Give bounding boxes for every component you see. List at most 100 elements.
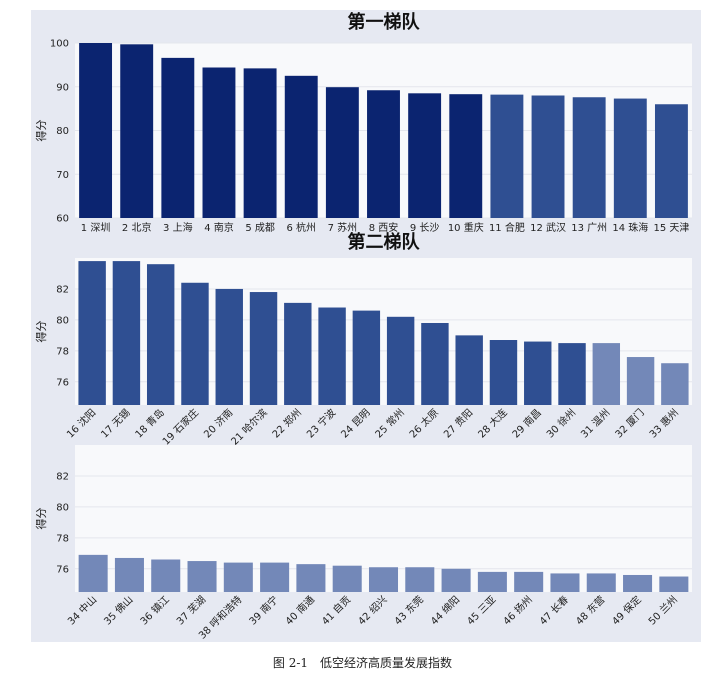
x-tick-label: 39 南宁 (246, 593, 281, 628)
bar (441, 568, 471, 592)
figure-caption: 图 2-1 低空经济高质量发展指数 (272, 656, 453, 670)
x-tick-label: 23 宁波 (304, 406, 339, 441)
x-tick-label: 15 天津 (653, 222, 689, 234)
bar (332, 565, 362, 592)
bar (623, 574, 653, 592)
x-tick-label: 49 保定 (609, 593, 644, 628)
x-tick-label: 36 镇江 (137, 593, 172, 628)
bar (490, 94, 524, 218)
bar (215, 288, 243, 405)
bar (352, 310, 381, 405)
y-tick-label: 80 (56, 126, 69, 137)
x-tick-label: 25 常州 (372, 406, 407, 441)
bar (421, 322, 449, 405)
x-tick-label: 27 贵阳 (441, 406, 476, 441)
bar (477, 571, 507, 592)
bar (514, 571, 544, 592)
bar (572, 97, 606, 218)
x-tick-label: 37 芜湖 (174, 593, 209, 628)
x-tick-label: 18 青岛 (132, 406, 167, 441)
x-tick-label: 41 自贡 (319, 593, 354, 628)
x-tick-label: 11 合肥 (489, 221, 525, 234)
bar (223, 562, 253, 592)
y-tick-label: 76 (56, 564, 69, 575)
x-tick-label: 24 昆明 (339, 407, 373, 441)
chart-title: 第二梯队 (348, 231, 421, 253)
y-tick-label: 80 (56, 502, 69, 513)
bar (531, 95, 565, 218)
x-tick-label: 21 哈尔滨 (228, 406, 270, 448)
bar (78, 554, 108, 592)
y-tick-label: 78 (56, 346, 69, 357)
bar (284, 75, 318, 218)
bar (284, 302, 312, 405)
bar (243, 68, 277, 218)
bar (181, 282, 209, 405)
bar (654, 104, 688, 218)
y-tick-label: 70 (56, 170, 69, 181)
x-tick-label: 43 东莞 (391, 593, 426, 628)
x-tick-label: 16 沈阳 (64, 406, 99, 441)
bar (325, 87, 359, 218)
bar (455, 335, 483, 405)
x-tick-label: 19 石家庄 (159, 406, 201, 448)
x-tick-label: 48 东营 (573, 593, 608, 628)
bar (318, 307, 346, 405)
x-tick-label: 7 苏州 (328, 221, 358, 234)
bar (112, 261, 141, 405)
x-tick-label: 6 杭州 (286, 221, 316, 234)
x-tick-label: 14 珠海 (612, 221, 648, 234)
x-tick-label: 13 广州 (571, 222, 607, 234)
x-tick-label: 31 温州 (579, 407, 613, 441)
bar (202, 67, 236, 218)
x-tick-label: 10 重庆 (448, 221, 484, 234)
bar (405, 567, 435, 592)
bar (367, 90, 400, 218)
bar (586, 573, 616, 592)
x-tick-label: 32 厦门 (612, 406, 647, 441)
bar (187, 561, 217, 592)
bar (626, 357, 655, 405)
bar (260, 562, 290, 592)
y-tick-label: 78 (56, 533, 69, 544)
y-tick-label: 60 (56, 214, 69, 225)
bar (146, 264, 175, 405)
x-tick-label: 3 上海 (163, 221, 193, 234)
y-tick-label: 82 (56, 284, 69, 295)
x-tick-label: 30 徐州 (544, 406, 579, 441)
x-tick-label: 44 绵阳 (428, 593, 463, 628)
bar (79, 43, 113, 218)
y-tick-label: 100 (50, 39, 69, 50)
x-tick-label: 45 三亚 (465, 594, 498, 627)
x-tick-label: 2 北京 (122, 221, 152, 234)
bar (368, 567, 399, 592)
x-tick-label: 1 深圳 (81, 222, 111, 234)
y-tick-label: 76 (56, 377, 69, 388)
bar (120, 44, 154, 218)
x-tick-label: 26 太原 (406, 406, 441, 441)
x-tick-label: 12 武汉 (530, 221, 566, 234)
bar (386, 316, 415, 405)
bar (659, 576, 689, 592)
chart-title: 第一梯队 (348, 11, 421, 33)
x-tick-label: 35 佛山 (101, 593, 136, 628)
y-tick-label: 80 (56, 315, 69, 326)
plot-area-2 (75, 258, 692, 405)
x-tick-label: 34 中山 (65, 593, 100, 628)
x-tick-label: 46 扬州 (500, 593, 535, 628)
bar (524, 341, 552, 405)
y-axis-label: 得分 (35, 508, 48, 530)
x-tick-label: 9 长沙 (410, 222, 440, 234)
x-tick-label: 47 长春 (537, 594, 571, 628)
x-tick-label: 4 南京 (204, 221, 234, 234)
x-tick-label: 20 济南 (201, 406, 236, 441)
bar (592, 343, 621, 405)
x-tick-label: 50 兰州 (645, 593, 680, 628)
y-tick-label: 90 (56, 82, 69, 93)
x-tick-label: 29 南昌 (509, 406, 544, 441)
x-tick-label: 5 成都 (245, 222, 275, 234)
x-tick-label: 17 无锡 (98, 406, 133, 441)
bar (249, 292, 278, 405)
bar (558, 343, 586, 405)
x-tick-label: 22 郑州 (269, 406, 304, 441)
